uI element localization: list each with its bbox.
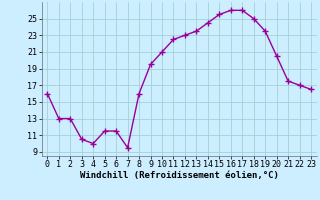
- X-axis label: Windchill (Refroidissement éolien,°C): Windchill (Refroidissement éolien,°C): [80, 171, 279, 180]
